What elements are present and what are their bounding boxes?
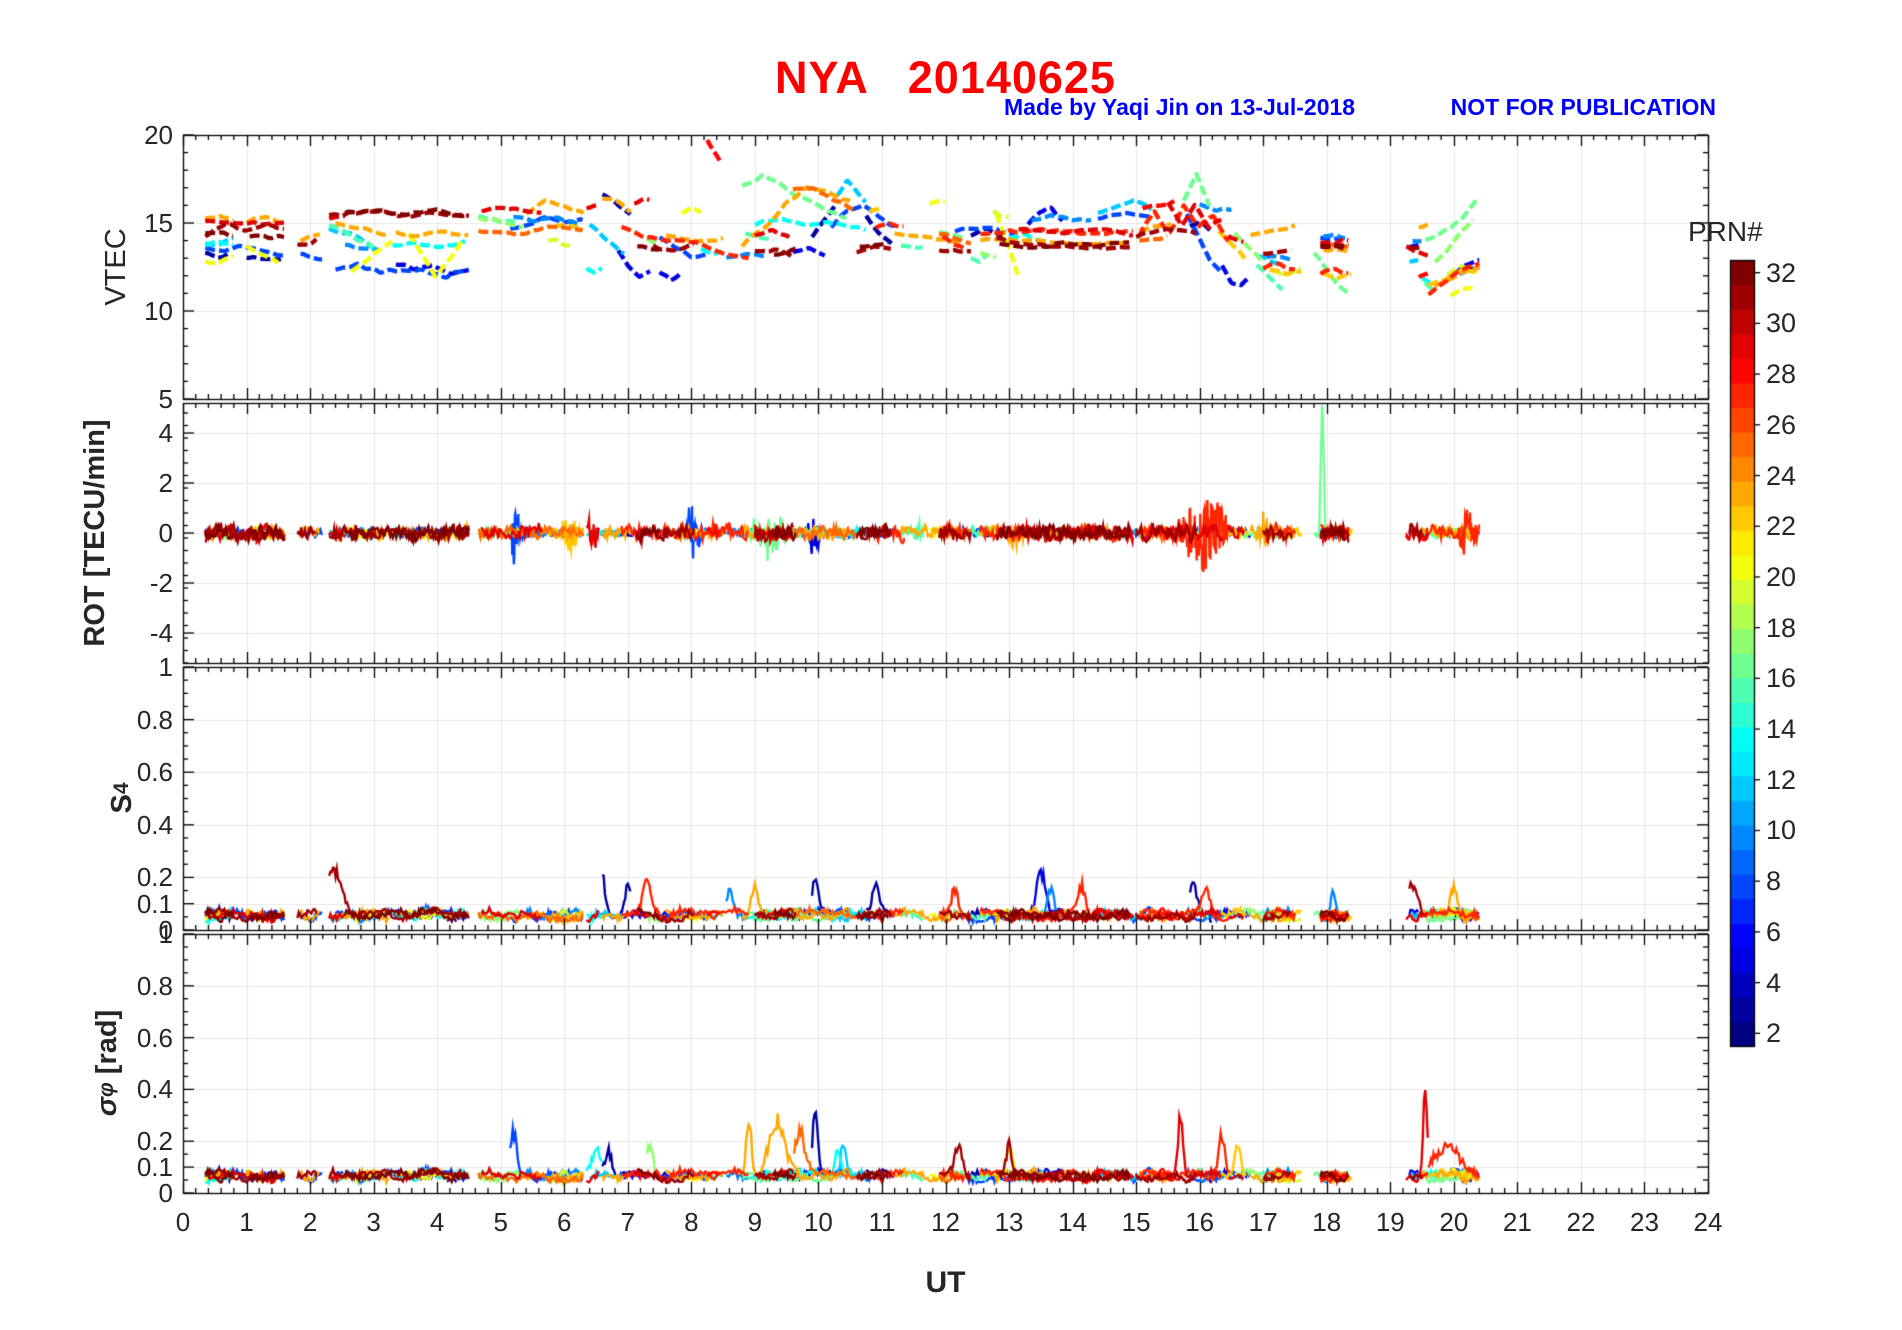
x-tick-label: 22	[1566, 1207, 1596, 1237]
colorbar-tick-label: 2	[1766, 1018, 1782, 1049]
rot-tick-label: 0	[158, 518, 173, 548]
sigma-tick-label: 0.6	[136, 1022, 173, 1053]
x-tick-label: 7	[620, 1207, 636, 1237]
x-tick-label: 9	[747, 1207, 763, 1237]
colorbar-tick-label: 10	[1766, 815, 1797, 846]
colorbar-tick-label: 6	[1766, 916, 1782, 947]
x-tick-label: 17	[1248, 1207, 1278, 1237]
s4-tick-label: 0.8	[136, 704, 173, 735]
rot-tick-label: -4	[149, 618, 173, 648]
x-tick-label: 24	[1693, 1207, 1723, 1237]
sigma-tick-label: 0	[158, 1178, 173, 1208]
x-tick-label: 10	[803, 1207, 833, 1237]
s4-tick-label: 1	[158, 652, 173, 682]
x-tick-label: 16	[1185, 1207, 1215, 1237]
colorbar-tick-label: 24	[1766, 460, 1797, 491]
x-tick-label: 8	[684, 1207, 699, 1237]
sigma-tick-label: 0.1	[136, 1152, 173, 1183]
colorbar-tick-label: 30	[1766, 308, 1797, 339]
x-tick-label: 13	[994, 1207, 1024, 1237]
x-tick-label: 18	[1312, 1207, 1342, 1237]
chart-title: NYA 20140625	[775, 52, 1116, 103]
colorbar-tick-label: 12	[1766, 764, 1797, 795]
vtec-tick-label: 5	[158, 384, 173, 414]
credit-text: Made by Yaqi Jin on 13-Jul-2018	[1004, 94, 1356, 120]
x-tick-label: 20	[1439, 1207, 1469, 1237]
colorbar-tick-label: 14	[1766, 714, 1797, 745]
x-tick-label: 3	[366, 1207, 381, 1237]
sigma-tick-label: 0.2	[136, 1126, 173, 1157]
s4-tick-label: 0.1	[136, 888, 173, 919]
rot-tick-label: -2	[149, 568, 173, 598]
credit-row: Made by Yaqi Jin on 13-Jul-2018 NOT FOR …	[1004, 94, 1716, 121]
x-tick-label: 5	[493, 1207, 508, 1237]
rot-tick-label: 2	[158, 468, 173, 498]
rot-tick-label: 4	[158, 418, 173, 448]
x-tick-label: 23	[1629, 1207, 1659, 1237]
colorbar-tick-label: 22	[1766, 511, 1797, 542]
sigma-tick-label: 1	[158, 919, 173, 949]
colorbar-tick-label: 32	[1766, 257, 1797, 288]
vtec-tick-label: 10	[144, 296, 173, 326]
vtec-tick-label: 20	[144, 120, 173, 150]
colorbar-tick-label: 16	[1766, 663, 1797, 694]
x-tick-label: 1	[239, 1207, 254, 1237]
x-tick-label: 6	[557, 1207, 572, 1237]
colorbar-tick-label: 20	[1766, 561, 1797, 592]
x-tick-label: 19	[1375, 1207, 1405, 1237]
sigma-tick-label: 0.4	[136, 1074, 173, 1105]
x-tick-label: 2	[302, 1207, 318, 1237]
x-tick-label: 4	[429, 1207, 445, 1237]
colorbar-tick-label: 8	[1766, 866, 1782, 897]
x-tick-label: 11	[868, 1207, 896, 1237]
s4-tick-label: 0.4	[136, 809, 173, 840]
x-tick-label: 12	[931, 1207, 960, 1237]
x-tick-label: 0	[175, 1207, 191, 1237]
colorbar-tick-label: 18	[1766, 612, 1797, 643]
x-tick-label: 14	[1058, 1207, 1088, 1237]
colorbar-tick-label: 26	[1766, 409, 1797, 440]
x-tick-label: 21	[1502, 1207, 1532, 1237]
x-axis-label: UT	[925, 1266, 966, 1299]
s4-tick-label: 0.2	[136, 862, 173, 893]
colorbar-tick-label: 4	[1766, 967, 1782, 998]
sigma-tick-label: 0.8	[136, 970, 173, 1001]
colorbar-tick-label: 28	[1766, 359, 1797, 390]
watermark-text: NOT FOR PUBLICATION	[1450, 94, 1716, 120]
s4-tick-label: 0	[158, 915, 173, 945]
x-tick-label: 15	[1121, 1207, 1151, 1237]
vtec-tick-label: 15	[144, 208, 173, 238]
s4-tick-label: 0.6	[136, 757, 173, 788]
colorbar-title: PRN#	[1688, 216, 1763, 247]
